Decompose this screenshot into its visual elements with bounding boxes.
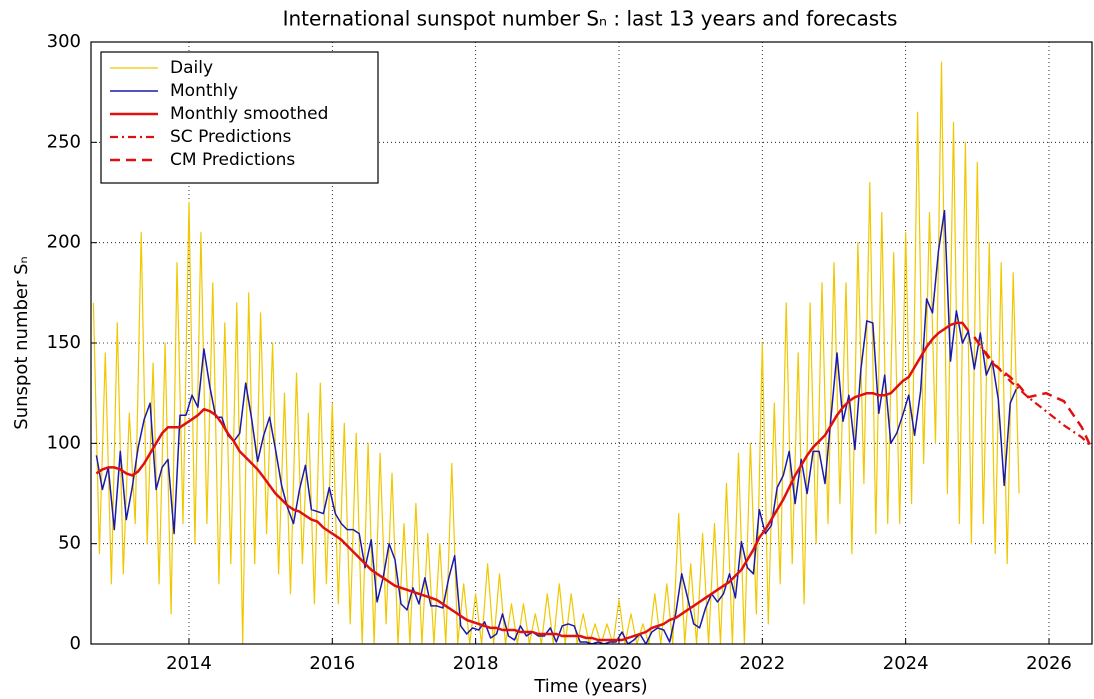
- x-tick-label: 2020: [596, 653, 642, 674]
- series-line: [973, 336, 1092, 450]
- y-tick-label: 0: [70, 633, 81, 654]
- x-tick-label: 2016: [309, 653, 355, 674]
- y-tick-label: 200: [47, 232, 81, 253]
- y-tick-label: 50: [58, 533, 81, 554]
- legend: Daily Monthly Monthly smoothed SC Predictio…: [100, 51, 379, 184]
- x-tick-label: 2014: [166, 653, 212, 674]
- x-tick-label: 2022: [739, 653, 785, 674]
- x-tick-label: 2018: [453, 653, 499, 674]
- y-tick-label: 300: [47, 31, 81, 52]
- y-tick-label: 250: [47, 131, 81, 152]
- legend-label: Monthly: [170, 81, 238, 101]
- legend-label: Daily: [170, 58, 213, 78]
- plot-area: [91, 42, 1092, 644]
- series-line: [973, 336, 1092, 449]
- y-axis-label: Sunspot number Sₙ: [11, 256, 32, 429]
- series-line: [95, 209, 1017, 644]
- series-line: [95, 321, 970, 642]
- y-tick-label: 100: [47, 432, 81, 453]
- x-axis-label: Time (years): [533, 676, 647, 697]
- x-tick-label: 2024: [883, 653, 929, 674]
- legend-label: CM Predictions: [170, 150, 295, 170]
- chart-title: International sunspot number Sₙ : last 1…: [283, 7, 898, 31]
- y-tick-label: 150: [47, 332, 81, 353]
- x-tick-label: 2026: [1026, 653, 1072, 674]
- series-line: [92, 61, 1020, 644]
- legend-label: SC Predictions: [170, 127, 292, 147]
- legend-label: Monthly smoothed: [170, 104, 328, 124]
